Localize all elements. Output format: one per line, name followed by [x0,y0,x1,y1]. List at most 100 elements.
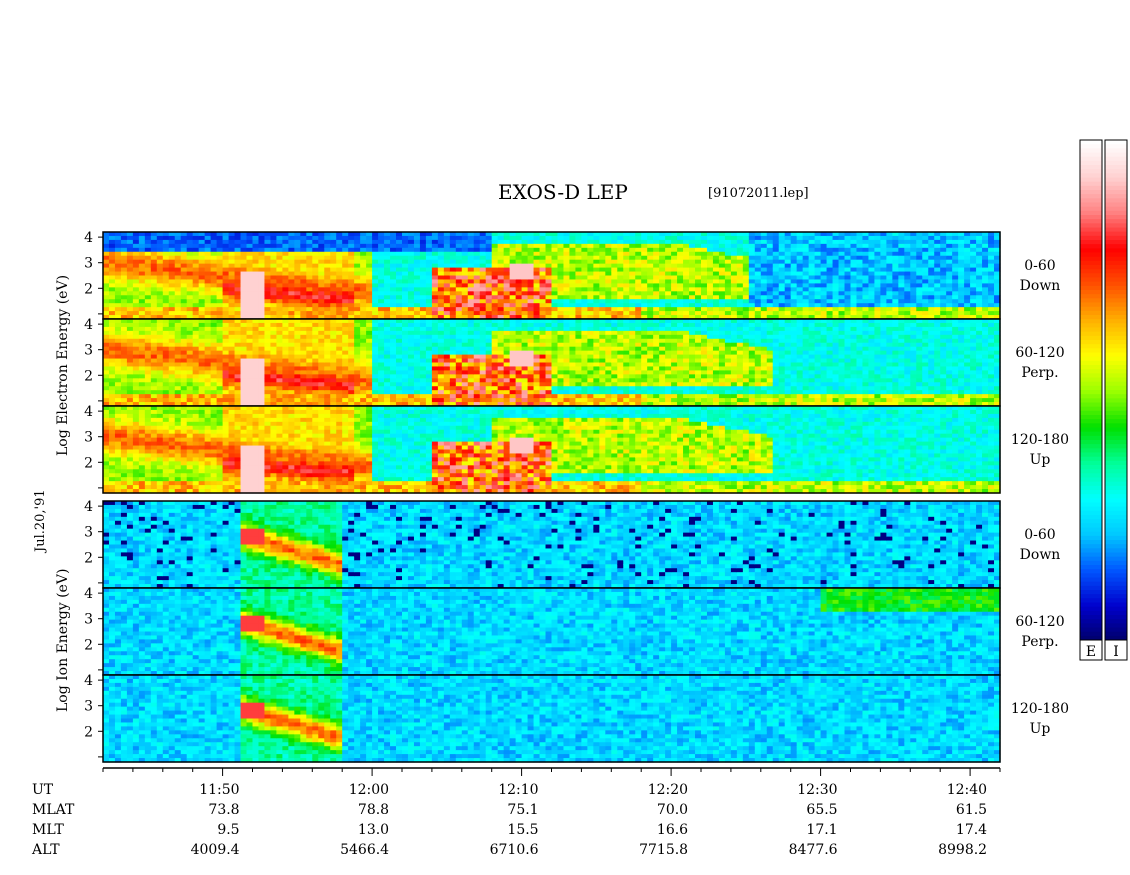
colorbar-cell [1105,377,1127,383]
colorbar-cell [1080,148,1102,154]
colorbar-cell [1080,302,1102,308]
colorbar-cell [1105,235,1127,241]
colorbar-cell [1105,573,1127,579]
colorbar-cell [1080,581,1102,587]
colorbar-cell [1105,323,1127,329]
colorbar-cell [1105,402,1127,408]
colorbar-cell [1105,540,1127,545]
colorbar-cell [1105,160,1127,166]
colorbar-cell [1080,531,1102,537]
colorbar-cell [1105,244,1127,249]
colorbar-cell [1105,190,1127,195]
colorbar-cell [1105,581,1127,587]
colorbar-cell [1080,344,1102,349]
ephemeris-value: 17.1 [806,822,837,838]
y-tick-label: 3 [84,699,93,715]
colorbar-cell [1105,448,1127,454]
colorbar-cell [1105,302,1127,308]
y-tick-label: 2 [84,455,93,471]
colorbar-cell [1105,498,1127,504]
colorbar-cell [1105,219,1127,224]
colorbar-cell [1105,248,1127,254]
colorbar-cell [1080,460,1102,466]
colorbar-cell [1105,215,1127,220]
ephemeris-value: 12:00 [349,782,389,798]
colorbar-cell [1080,431,1102,437]
colorbar-cell [1105,485,1127,491]
colorbar-cell [1105,306,1127,312]
spectrogram-panel [103,501,1001,589]
colorbar-cell [1105,465,1127,470]
colorbar-cell [1080,156,1102,162]
colorbar-cell [1080,248,1102,254]
colorbar-cell [1105,356,1127,362]
colorbar-cell [1105,331,1127,337]
colorbar-cell [1105,169,1127,174]
colorbar-cell [1105,406,1127,412]
colorbar-cell [1105,152,1127,158]
colorbar-cell [1080,540,1102,545]
colorbar-cell [1080,256,1102,262]
colorbar-cell [1080,327,1102,333]
colorbar-cell [1105,490,1127,495]
colorbar-cell [1080,394,1102,399]
colorbar-cell [1105,469,1127,474]
panel-frame [102,405,1001,494]
colorbar-cell [1080,485,1102,491]
panel-label: Perp. [1021,365,1058,381]
colorbar-cell [1080,177,1102,183]
colorbar-cell [1080,306,1102,312]
colorbar-cell [1080,285,1102,291]
colorbar-label-box [1104,639,1128,661]
colorbar-cell [1105,531,1127,537]
colorbar-cell [1080,185,1102,191]
colorbar-cell [1080,398,1102,404]
colorbar-cell [1105,427,1127,433]
colorbar-cell [1105,452,1127,458]
spectrogram-panel [103,675,1001,763]
ephemeris-value: 13.0 [358,822,389,838]
y-tick-label: 4 [84,230,93,246]
colorbar-cell [1080,144,1102,149]
colorbar-cell [1080,310,1102,316]
colorbar-cell [1080,323,1102,329]
colorbar-cell [1105,227,1127,233]
colorbar-cell [1105,423,1127,429]
colorbar-cell [1080,456,1102,462]
colorbar-cell [1080,452,1102,458]
colorbar-cell [1105,394,1127,399]
colorbar-cell [1080,190,1102,195]
colorbar-cell [1105,385,1127,391]
colorbar-cell [1080,240,1102,245]
colorbar-cell [1080,206,1102,212]
colorbar-cell [1105,390,1127,395]
spectrogram-panel [103,588,1001,676]
colorbar-cell [1080,360,1102,366]
colorbar-cell [1105,398,1127,404]
panel-label: 0-60 [1024,258,1055,274]
colorbar-cell [1105,185,1127,191]
colorbar-cell [1105,527,1127,533]
colorbar-cell [1105,594,1127,599]
y-tick-label: 2 [84,368,93,384]
colorbar-cell [1105,615,1127,620]
ephemeris-value: 12:30 [797,782,837,798]
colorbar-cell [1105,577,1127,583]
colorbar-cell [1105,348,1127,354]
colorbar-cell [1080,590,1102,595]
y-tick-label: 3 [84,256,93,272]
colorbar-cell [1105,202,1127,208]
spectrogram-panel [103,319,1001,407]
colorbar-cell [1105,340,1127,345]
colorbar-cell [1105,315,1127,320]
colorbar-cell [1080,615,1102,620]
colorbar-cell [1080,340,1102,345]
colorbar-cell [1105,198,1127,204]
colorbar-cell [1105,619,1127,624]
y-tick-label: 4 [84,586,93,602]
colorbar-cell [1080,498,1102,504]
panel-label: Up [1030,452,1051,468]
colorbar-cell [1080,544,1102,549]
colorbar-cell [1080,381,1102,387]
colorbar-cell [1080,556,1102,562]
